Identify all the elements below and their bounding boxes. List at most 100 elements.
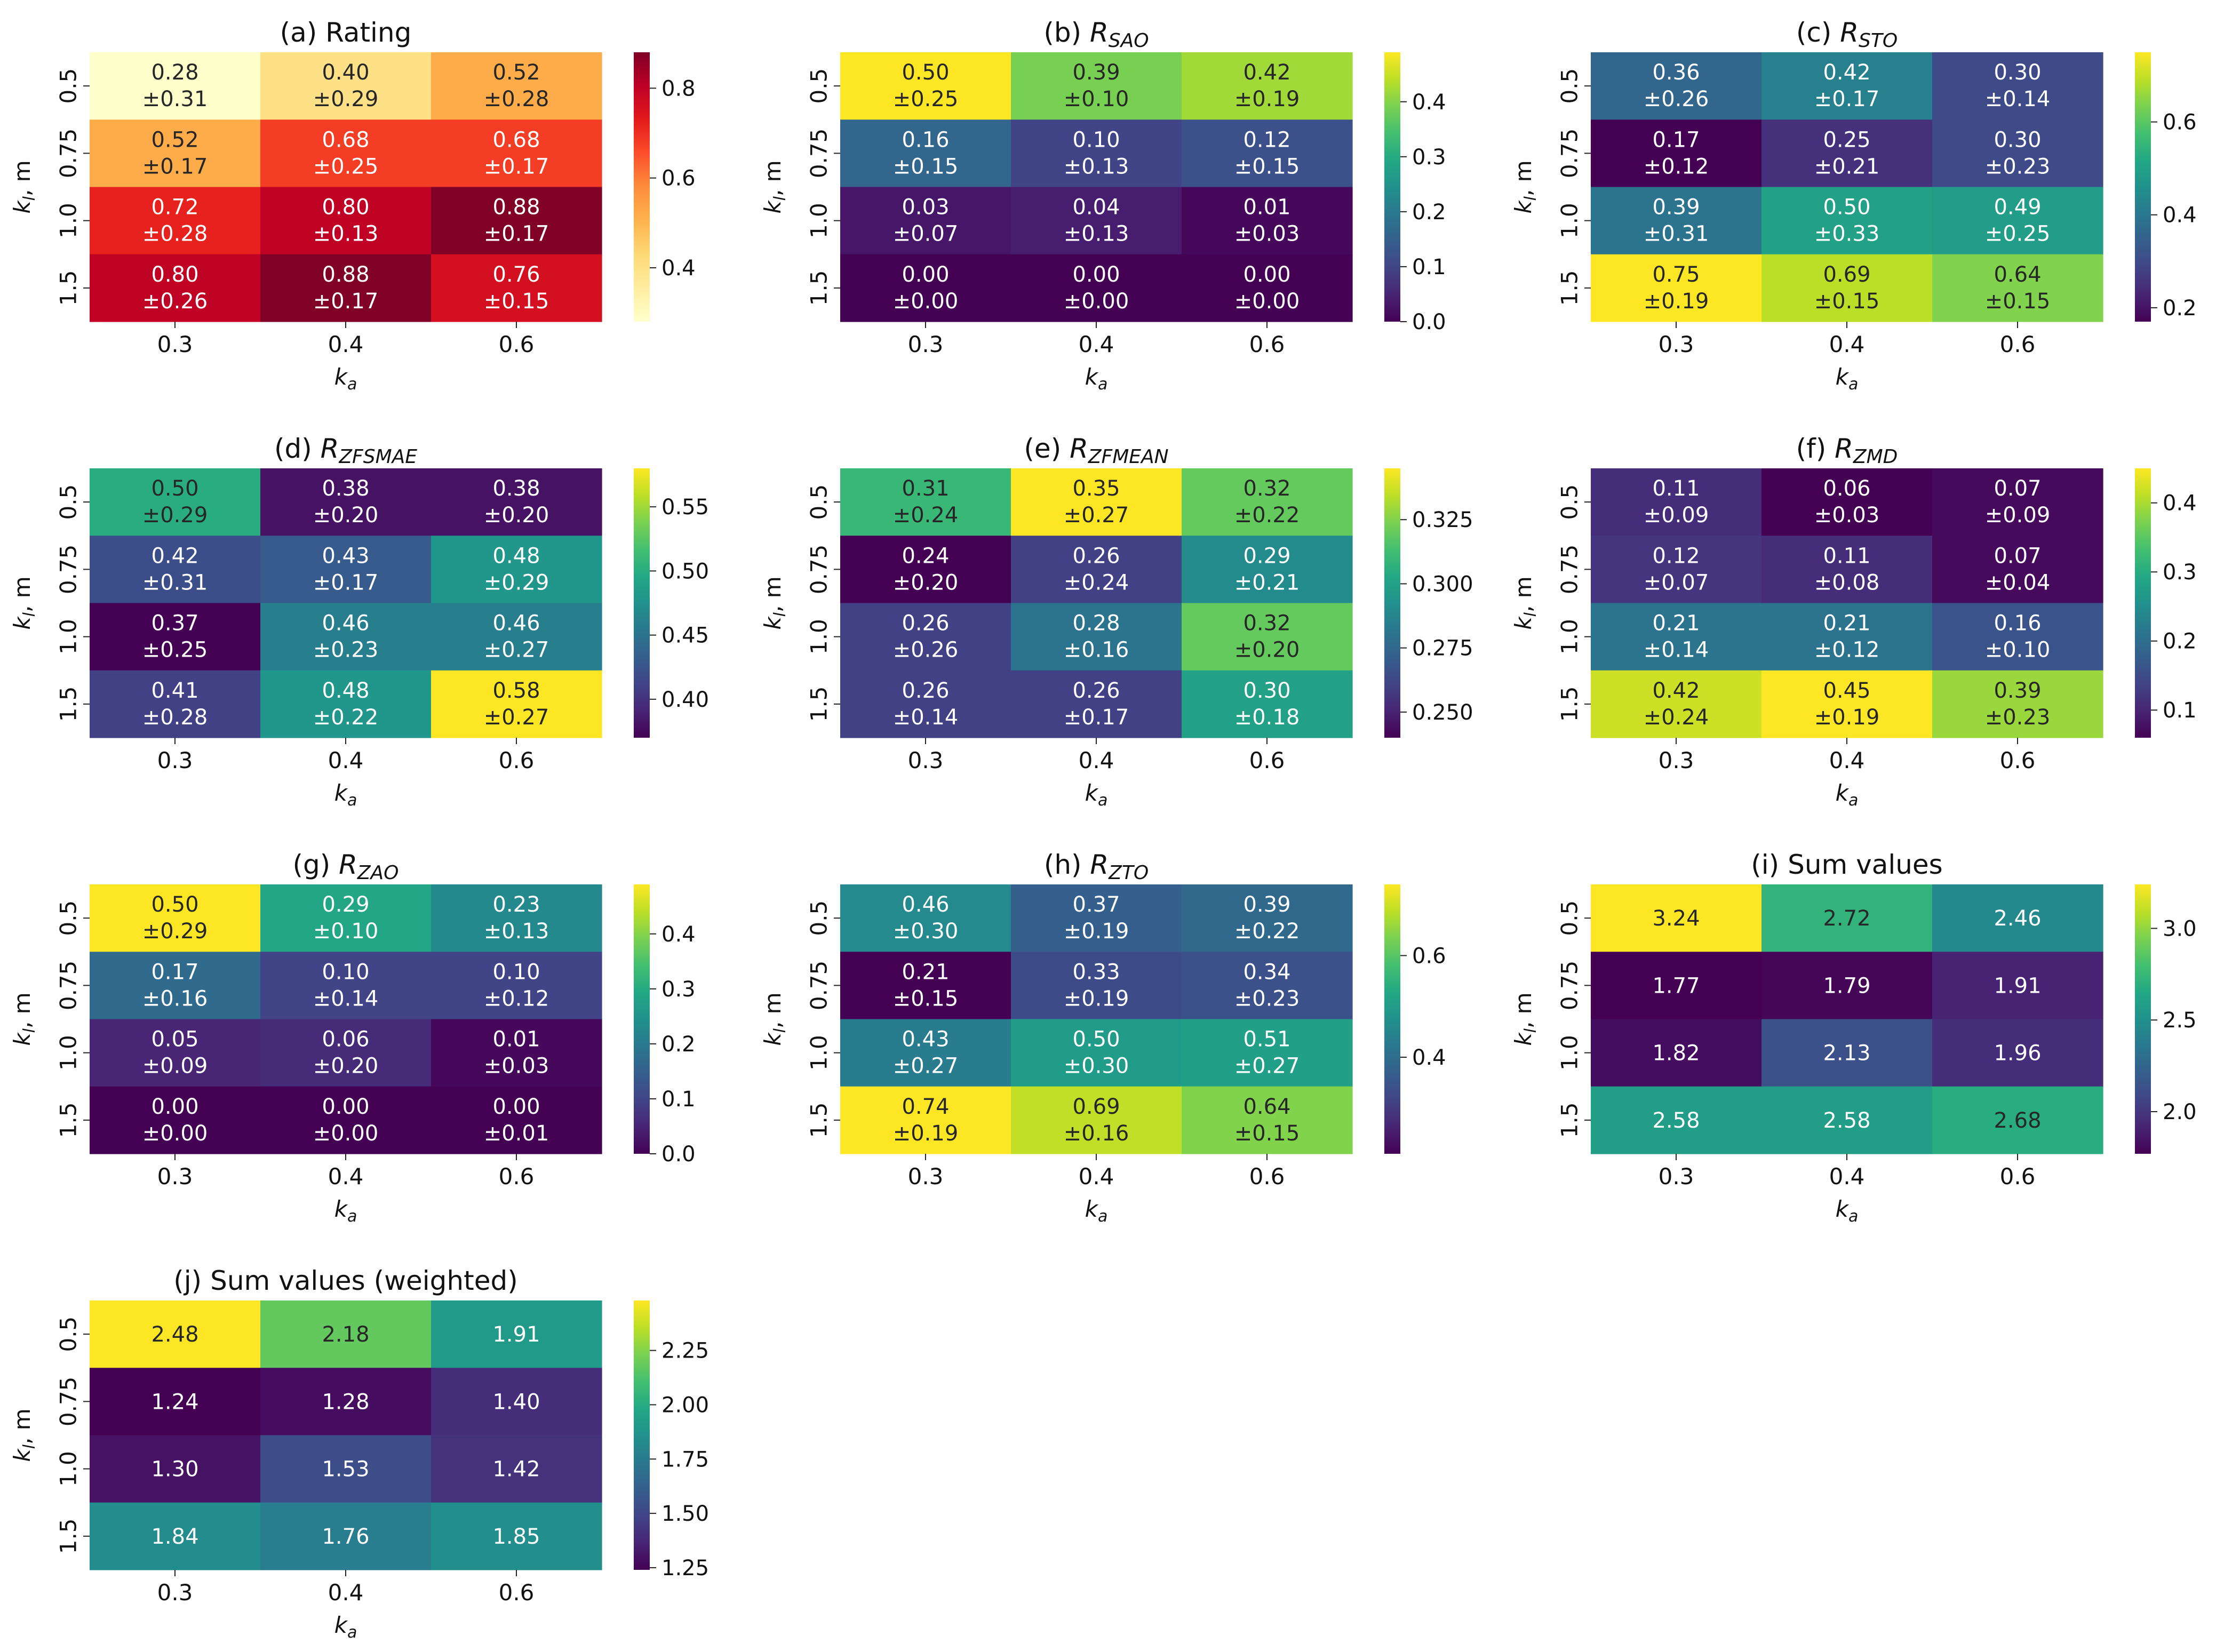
- heatmap-cell: [431, 1300, 602, 1368]
- heatmap-cell: [1591, 52, 1762, 120]
- cell-value-label: 0.80: [322, 195, 369, 220]
- cell-value-label: 0.10: [492, 960, 540, 984]
- colorbar-tick-label: 0.1: [1412, 255, 1446, 280]
- cell-std-label: ±0.00: [1064, 289, 1129, 314]
- cell-std-label: ±0.23: [1985, 154, 2051, 179]
- cell-value-label: 0.23: [492, 892, 540, 917]
- y-axis-label: kl, m: [1510, 576, 1540, 629]
- heatmap-cell: [840, 670, 1011, 738]
- colorbar: [2135, 52, 2151, 322]
- cell-std-label: ±0.26: [893, 638, 959, 663]
- heatmap-cell: [840, 254, 1011, 322]
- colorbar-tick-label: 0.4: [661, 922, 696, 947]
- y-tick-label: 1.5: [806, 270, 832, 306]
- x-tick-label: 0.6: [1249, 1163, 1285, 1190]
- y-tick-label: 0.5: [806, 900, 832, 936]
- y-axis-label: kl, m: [9, 992, 39, 1046]
- cell-value-label: 1.30: [151, 1457, 198, 1482]
- heatmap-cell: [431, 603, 602, 671]
- heatmap-cell: [1932, 603, 2103, 671]
- cell-value-label: 0.74: [902, 1095, 949, 1119]
- y-tick-label: 1.0: [55, 203, 82, 238]
- cell-std-label: ±0.29: [142, 919, 208, 944]
- y-tick-label: 0.75: [1557, 129, 1583, 179]
- cell-value-label: 0.88: [492, 195, 540, 220]
- x-axis-label: ka: [334, 780, 357, 810]
- cell-std-label: ±0.07: [1644, 570, 1709, 595]
- cell-std-label: ±0.19: [1064, 986, 1129, 1011]
- heatmap-cell: [90, 1368, 261, 1436]
- heatmap-cell: [260, 52, 432, 120]
- x-tick-label: 0.6: [499, 1579, 535, 1606]
- cell-std-label: ±0.15: [1234, 1121, 1300, 1146]
- x-axis-label: ka: [334, 1612, 357, 1642]
- x-tick-label: 0.4: [328, 747, 364, 773]
- cell-value-label: 1.96: [1994, 1041, 2041, 1066]
- panel-title: (a) Rating: [280, 17, 412, 48]
- cell-std-label: ±0.08: [1814, 570, 1880, 595]
- heatmap-cell: [260, 254, 432, 322]
- cell-value-label: 1.24: [151, 1390, 198, 1414]
- colorbar-tick-label: 0.50: [661, 559, 709, 584]
- heatmap-cell: [1932, 884, 2103, 952]
- x-tick-label: 0.4: [1079, 331, 1114, 357]
- heatmap-cell: [260, 1086, 432, 1154]
- y-tick-label: 0.75: [55, 961, 82, 1011]
- heatmap-cell: [90, 187, 261, 255]
- heatmap-cell: [90, 468, 261, 536]
- heatmap-cell: [1011, 952, 1182, 1020]
- colorbar-tick-label: 0.0: [661, 1142, 696, 1167]
- x-tick-label: 0.4: [1829, 1163, 1865, 1190]
- cell-value-label: 0.64: [1243, 1095, 1290, 1119]
- cell-value-label: 0.58: [492, 679, 540, 703]
- x-tick-label: 0.6: [499, 331, 535, 357]
- cell-value-label: 0.34: [1243, 960, 1290, 984]
- cell-value-label: 1.40: [492, 1390, 540, 1414]
- y-tick-label: 0.5: [806, 484, 832, 520]
- cell-std-label: ±0.19: [1234, 87, 1300, 111]
- cell-std-label: ±0.00: [142, 1121, 208, 1146]
- heatmap-cell: [1182, 536, 1353, 604]
- cell-std-label: ±0.04: [1985, 570, 2051, 595]
- x-tick-label: 0.3: [157, 747, 193, 773]
- cell-value-label: 0.46: [902, 892, 949, 917]
- cell-std-label: ±0.03: [1234, 222, 1300, 246]
- cell-value-label: 0.30: [1243, 679, 1290, 703]
- heatmap-panel-g: (g) RZAO0.50±0.290.29±0.100.23±0.130.17±…: [9, 849, 696, 1226]
- heatmap-cell: [90, 884, 261, 952]
- heatmap-cell: [1932, 187, 2103, 255]
- heatmap-cell: [1591, 254, 1762, 322]
- y-tick-label: 0.75: [1557, 961, 1583, 1011]
- cell-std-label: ±0.17: [484, 222, 549, 246]
- x-tick-label: 0.6: [499, 747, 535, 773]
- y-tick-label: 1.0: [1557, 619, 1583, 655]
- cell-std-label: ±0.13: [1064, 222, 1129, 246]
- cell-value-label: 0.00: [151, 1095, 198, 1119]
- cell-std-label: ±0.17: [1814, 87, 1880, 111]
- y-tick-label: 0.75: [55, 129, 82, 179]
- x-tick-label: 0.3: [157, 1163, 193, 1190]
- x-tick-label: 0.6: [2000, 747, 2036, 773]
- cell-value-label: 2.58: [1652, 1108, 1700, 1133]
- colorbar-tick-label: 0.0: [1412, 310, 1446, 334]
- cell-value-label: 0.28: [1072, 611, 1120, 636]
- y-axis-label: kl, m: [1510, 160, 1540, 213]
- cell-std-label: ±0.19: [893, 1121, 959, 1146]
- heatmap-cell: [1761, 952, 1933, 1020]
- y-tick-label: 1.5: [55, 1102, 82, 1138]
- cell-std-label: ±0.10: [1985, 638, 2051, 663]
- x-tick-label: 0.4: [1829, 747, 1865, 773]
- cell-value-label: 0.43: [322, 544, 369, 568]
- y-tick-label: 1.5: [1557, 1102, 1583, 1138]
- cell-value-label: 0.38: [322, 476, 369, 501]
- cell-std-label: ±0.15: [1234, 154, 1300, 179]
- cell-std-label: ±0.17: [142, 154, 208, 179]
- cell-value-label: 0.37: [151, 611, 198, 636]
- cell-std-label: ±0.12: [1644, 154, 1709, 179]
- cell-std-label: ±0.00: [1234, 289, 1300, 314]
- heatmap-cell: [1011, 187, 1182, 255]
- heatmap-cell: [1761, 536, 1933, 604]
- y-tick-label: 1.5: [806, 686, 832, 722]
- cell-std-label: ±0.16: [1064, 1121, 1129, 1146]
- colorbar-tick-label: 0.8: [661, 76, 696, 101]
